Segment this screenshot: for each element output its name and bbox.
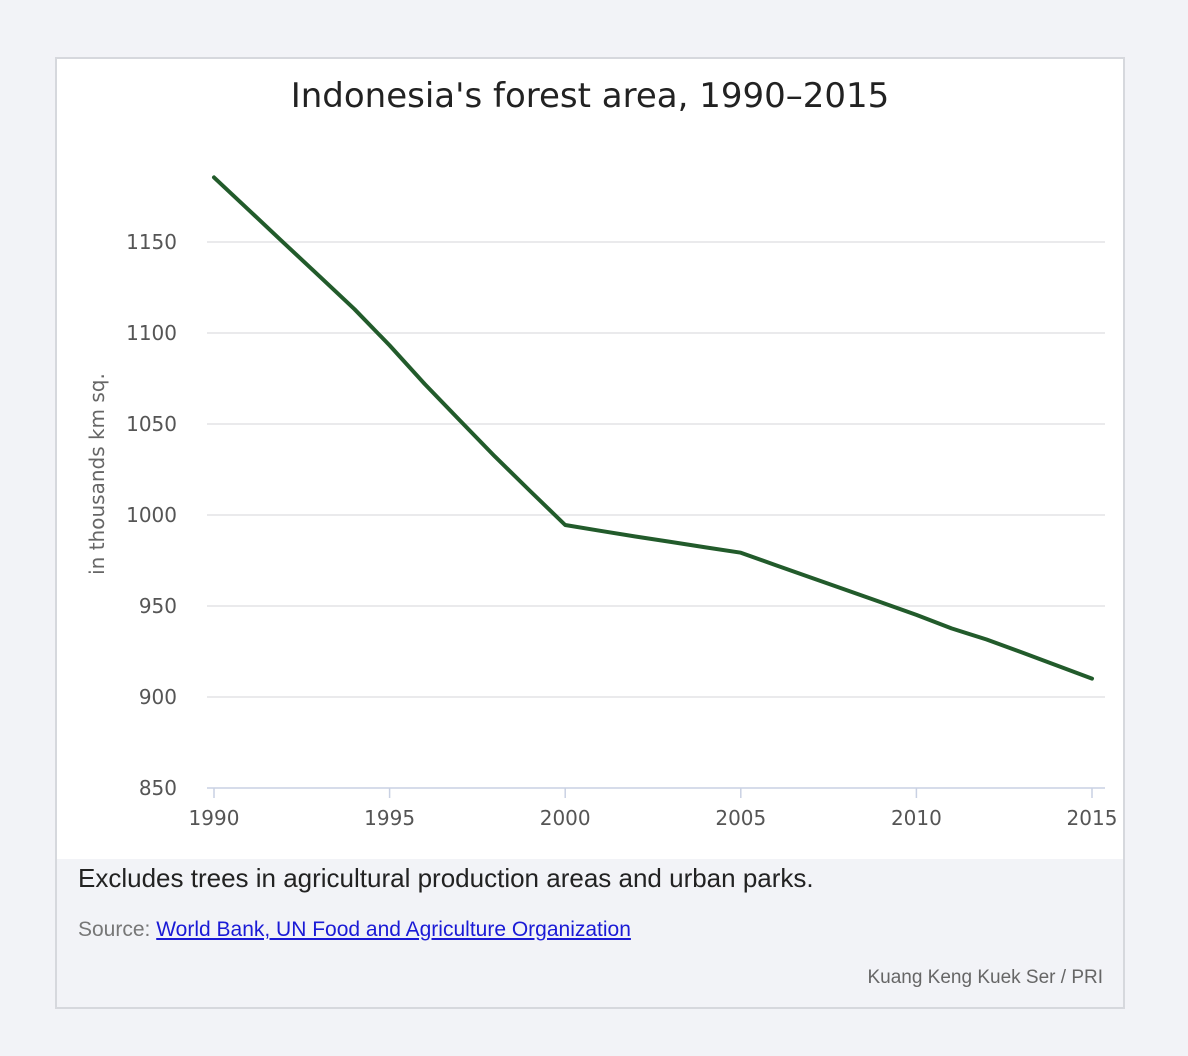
series-layer (212, 175, 1094, 681)
x-tick-label: 2000 (540, 806, 591, 830)
y-tick-label: 1150 (126, 230, 177, 254)
source-line: Source: World Bank, UN Food and Agricult… (78, 918, 631, 942)
x-tick-label: 2005 (715, 806, 766, 830)
x-tick-label: 1990 (189, 806, 240, 830)
source-label: Source: (78, 918, 151, 941)
y-tick-label: 1100 (126, 321, 177, 345)
y-tick-label: 950 (139, 594, 177, 618)
chart-footer: Excludes trees in agricultural productio… (57, 859, 1123, 1007)
line-chart: Indonesia's forest area, 1990–2015 850 90… (85, 76, 1118, 830)
x-tick-label: 2010 (891, 806, 942, 830)
y-tick-label: 1000 (126, 503, 177, 527)
y-tick-label: 1050 (126, 412, 177, 436)
y-tick-label: 900 (139, 685, 177, 709)
x-tick-label: 2015 (1067, 806, 1118, 830)
chart-card: Indonesia's forest area, 1990–2015 850 90… (55, 57, 1125, 1009)
credit-text: Kuang Keng Kuek Ser / PRI (867, 967, 1103, 988)
chart-title: Indonesia's forest area, 1990–2015 (291, 76, 890, 116)
source-link[interactable]: World Bank, UN Food and Agriculture Orga… (156, 918, 631, 941)
gridlines (207, 241, 1105, 698)
x-tick-label: 1995 (364, 806, 415, 830)
y-tick-label: 850 (139, 776, 177, 800)
y-axis-label: in thousands km sq. (85, 373, 109, 575)
x-axis-ticks: 1990 1995 2000 2005 2010 2015 (189, 788, 1118, 830)
series-line (212, 175, 1094, 681)
chart-note: Excludes trees in agricultural productio… (78, 863, 814, 893)
y-axis-ticks: 850 900 950 1000 1050 1100 1150 (126, 230, 177, 800)
